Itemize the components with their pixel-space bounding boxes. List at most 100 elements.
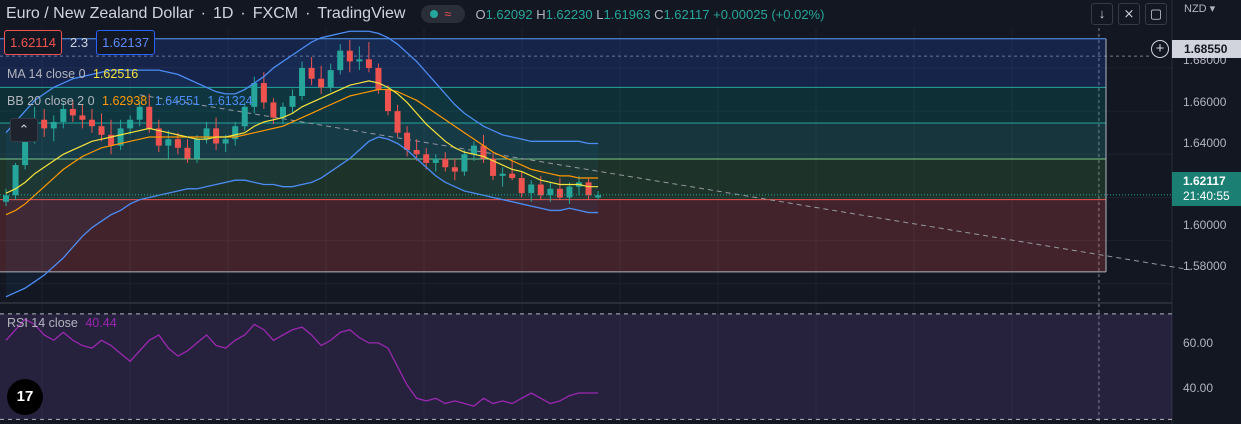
- maximize-button[interactable]: ▢: [1145, 3, 1167, 25]
- candle-body[interactable]: [203, 128, 210, 140]
- candle-body[interactable]: [461, 154, 468, 172]
- candle-body[interactable]: [22, 137, 29, 166]
- maximize-icon: ▢: [1149, 6, 1163, 21]
- candle-body[interactable]: [41, 119, 48, 129]
- candle-body[interactable]: [299, 67, 306, 96]
- candle-body[interactable]: [595, 195, 602, 198]
- rsi-legend[interactable]: RSI 14 close 40.44: [7, 316, 117, 330]
- buy-button[interactable]: 1.62137: [96, 29, 156, 55]
- close-value: 1.62117: [663, 6, 710, 22]
- candle-body[interactable]: [413, 149, 420, 155]
- candle-body[interactable]: [308, 67, 315, 79]
- candle-body[interactable]: [509, 173, 516, 179]
- candle-body[interactable]: [50, 121, 57, 129]
- candles[interactable]: [3, 39, 602, 207]
- collapse-button[interactable]: ⨯: [1118, 3, 1140, 25]
- candle-body[interactable]: [490, 158, 497, 176]
- candle-body[interactable]: [547, 188, 554, 196]
- horizontal-line-price-label[interactable]: 1.68550: [1172, 40, 1241, 58]
- ma-legend[interactable]: MA 14 close 0 1.62516: [7, 67, 138, 81]
- market-status-pill[interactable]: ≈: [421, 5, 466, 23]
- candle-body[interactable]: [60, 108, 67, 122]
- interval-label[interactable]: 1D: [212, 5, 234, 22]
- candle-body[interactable]: [232, 126, 239, 140]
- candle-body[interactable]: [337, 50, 344, 71]
- add-alert-plus-icon[interactable]: +: [1151, 40, 1169, 58]
- candle-body[interactable]: [404, 132, 411, 150]
- bb-basis-line: [5, 88, 599, 216]
- candle-body[interactable]: [194, 139, 200, 159]
- candle-body[interactable]: [432, 158, 439, 163]
- candle-body[interactable]: [423, 154, 430, 163]
- level-zones: [0, 38, 1107, 273]
- candle-body[interactable]: [88, 119, 95, 127]
- sell-button[interactable]: 1.62114: [4, 29, 63, 55]
- candle-body[interactable]: [136, 106, 143, 120]
- candle-body[interactable]: [375, 67, 382, 90]
- candle-body[interactable]: [260, 83, 267, 103]
- currency-selector[interactable]: NZD ▾: [1184, 2, 1215, 15]
- candle-body[interactable]: [385, 89, 391, 112]
- candle-body[interactable]: [346, 50, 353, 62]
- symbol-title[interactable]: Euro / New Zealand Dollar: [6, 5, 194, 22]
- rsi-pane[interactable]: [0, 313, 1172, 420]
- candle-body[interactable]: [270, 102, 277, 118]
- candle-body[interactable]: [499, 173, 506, 176]
- candle-body[interactable]: [537, 184, 544, 196]
- bb-legend[interactable]: BB 20 close 2 0 1.62938 1.64551 1.61324: [7, 94, 253, 108]
- low-value: 1.61963: [603, 6, 651, 22]
- candle-body[interactable]: [556, 188, 563, 198]
- trendline-line[interactable]: [139, 94, 1191, 271]
- candle-body[interactable]: [585, 182, 592, 196]
- ma-value: 1.62516: [93, 67, 139, 81]
- candle-body[interactable]: [12, 165, 19, 196]
- candle-body[interactable]: [279, 106, 286, 118]
- rsi-line[interactable]: [5, 318, 599, 407]
- open-key: O: [475, 6, 486, 22]
- candle-body[interactable]: [442, 158, 449, 168]
- candle-body[interactable]: [518, 178, 525, 194]
- candle-body[interactable]: [127, 119, 134, 129]
- wave-icon: ≈: [444, 7, 452, 21]
- trendline[interactable]: [139, 94, 1191, 271]
- symbol-header: Euro / New Zealand Dollar · 1D · FXCM · …: [6, 2, 824, 26]
- candle-body[interactable]: [3, 195, 9, 202]
- candle-body[interactable]: [356, 59, 363, 62]
- candle-body[interactable]: [174, 139, 181, 148]
- candle-body[interactable]: [394, 111, 401, 133]
- candle-body[interactable]: [222, 139, 229, 144]
- candle-body[interactable]: [289, 96, 296, 107]
- price-tick: 1.64000: [1183, 136, 1227, 150]
- current-price-label: 1.62117 21:40:55: [1172, 172, 1241, 206]
- candle-body[interactable]: [327, 70, 334, 88]
- candle-body[interactable]: [528, 184, 535, 194]
- candle-body[interactable]: [241, 106, 248, 127]
- candle-body[interactable]: [318, 78, 325, 88]
- candle-body[interactable]: [470, 145, 477, 155]
- tradingview-logo[interactable]: 17: [7, 379, 43, 415]
- candle-body[interactable]: [165, 139, 172, 146]
- high-key: H: [536, 6, 546, 22]
- current-price-value: 1.62117: [1183, 174, 1226, 188]
- candle-body[interactable]: [184, 147, 191, 159]
- close-key: C: [654, 6, 664, 22]
- bb-upper-value: 1.64551: [154, 94, 200, 108]
- rsi-tick: 40.00: [1183, 381, 1214, 395]
- candle-body[interactable]: [79, 115, 86, 120]
- collapse-legend-button[interactable]: ⌃: [10, 118, 38, 142]
- candle-body[interactable]: [108, 134, 115, 146]
- candle-body[interactable]: [566, 186, 573, 198]
- candle-body[interactable]: [69, 108, 76, 116]
- candle-body[interactable]: [480, 145, 487, 159]
- candle-body[interactable]: [251, 83, 258, 107]
- candle-body[interactable]: [117, 128, 124, 146]
- candle-body[interactable]: [451, 167, 458, 172]
- candle-body[interactable]: [365, 59, 372, 68]
- candle-body[interactable]: [146, 106, 153, 129]
- candle-body[interactable]: [213, 128, 220, 144]
- candle-body[interactable]: [98, 126, 105, 135]
- bb-lower-line: [5, 136, 599, 298]
- change-value: +0.00025 (+0.02%): [713, 6, 825, 22]
- scroll-down-button[interactable]: ↓: [1091, 3, 1113, 25]
